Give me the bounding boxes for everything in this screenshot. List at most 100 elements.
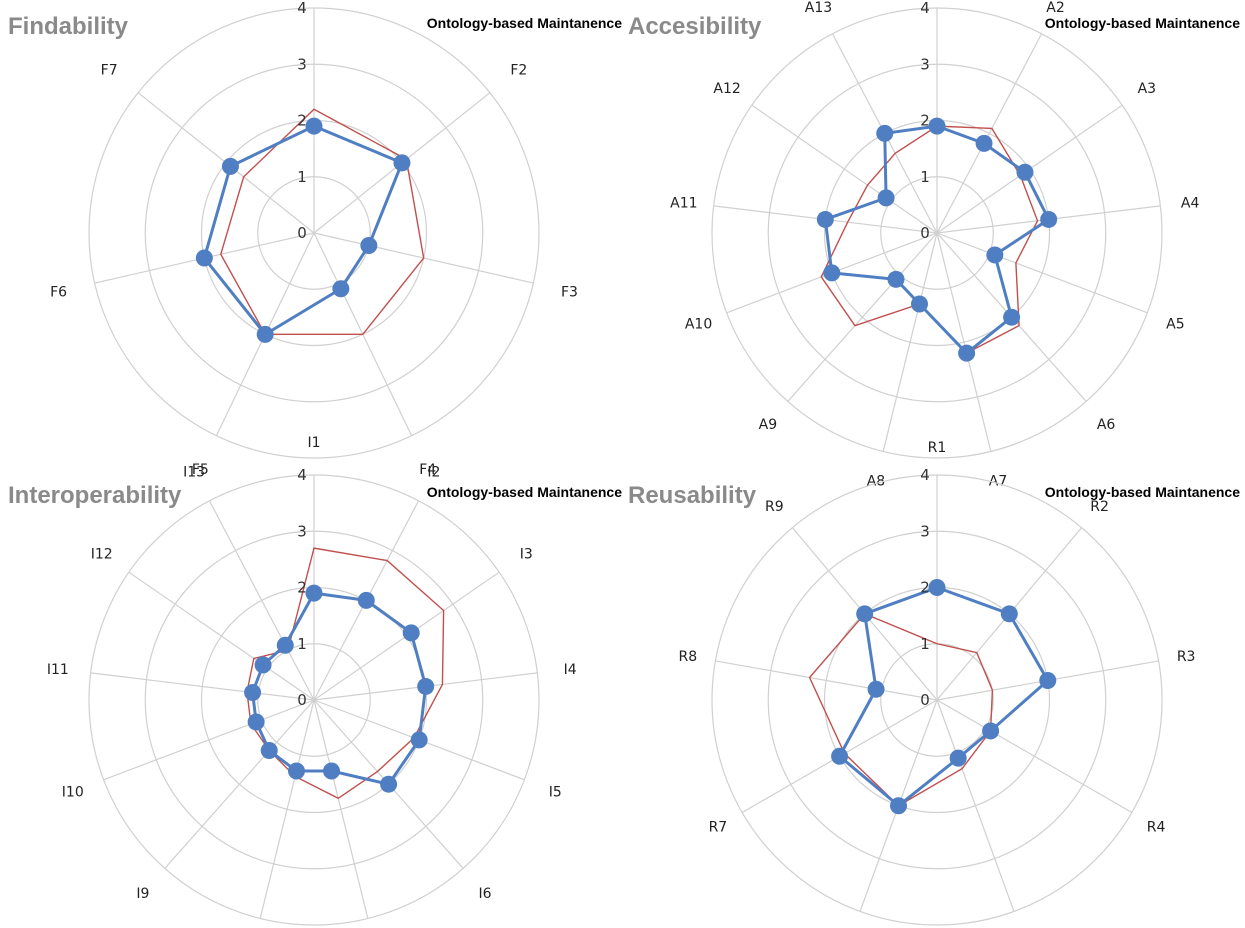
data-point-r7 — [831, 747, 849, 765]
radial-tick-label: 0 — [297, 691, 307, 709]
axis-label-i5: I5 — [549, 784, 562, 800]
grid-spoke — [128, 571, 315, 701]
data-point-a4 — [1040, 210, 1058, 228]
axis-label-r3: R3 — [1177, 649, 1196, 665]
axis-label-r2: R2 — [1090, 499, 1109, 515]
data-point-r5 — [949, 749, 967, 767]
data-point-f3 — [360, 237, 378, 255]
radar-panel-accesibility: 01234A1A2A3A4A5A6A7A8A9A10A11A12A13Acces… — [628, 0, 1240, 490]
radial-tick-label: 4 — [297, 466, 307, 484]
radial-tick-label: 2 — [297, 579, 307, 597]
data-point-a3 — [1016, 163, 1034, 181]
data-point-i10 — [247, 713, 265, 731]
series-line-blue — [838, 586, 1050, 808]
data-point-f2 — [393, 154, 411, 172]
series-line-red — [220, 108, 425, 336]
axis-label-r7: R7 — [709, 820, 728, 836]
data-point-i7 — [322, 762, 340, 780]
axis-label-a11: A11 — [670, 195, 697, 211]
axis-label-a4: A4 — [1181, 195, 1200, 211]
grid-spoke — [103, 699, 315, 781]
data-point-r4 — [982, 722, 1000, 740]
radial-tick-label: 3 — [297, 522, 307, 540]
axis-label-a9: A9 — [759, 417, 777, 433]
axis-label-r4: R4 — [1147, 820, 1166, 836]
legend-label: Ontology-based Maintanence — [427, 15, 622, 31]
grid-spoke — [936, 232, 1148, 314]
legend-label: Ontology-based Maintanence — [1045, 484, 1240, 500]
grid-spoke — [90, 672, 315, 701]
radial-tick-label: 2 — [920, 112, 930, 130]
radial-tick-label: 0 — [920, 691, 930, 709]
axis-label-i2: I2 — [427, 465, 440, 481]
radar-panel-findability: 01234F1F2F3F4F5F6F7FindabilityOntology-b… — [8, 0, 622, 478]
data-point-f4 — [332, 280, 350, 298]
data-point-r8 — [867, 680, 885, 698]
radial-tick-label: 3 — [920, 55, 930, 73]
radial-tick-label: 2 — [297, 112, 307, 130]
radial-tick-label: 1 — [297, 168, 307, 186]
data-point-i12 — [254, 656, 272, 674]
data-point-a7 — [958, 344, 976, 362]
axis-label-i12: I12 — [91, 546, 113, 562]
axis-label-a6: A6 — [1097, 417, 1116, 433]
radial-tick-label: 3 — [920, 522, 930, 540]
axis-label-i11: I11 — [47, 662, 69, 678]
radial-tick-label: 1 — [297, 635, 307, 653]
grid-spoke — [936, 699, 1133, 814]
series-line-red — [808, 612, 994, 807]
data-point-a5 — [986, 246, 1004, 264]
axis-label-f7: F7 — [101, 63, 118, 79]
grid-spoke — [164, 699, 315, 869]
axis-label-a12: A12 — [713, 81, 740, 97]
series-line-red — [246, 547, 445, 800]
grid-spoke — [936, 232, 992, 452]
axis-label-a3: A3 — [1138, 81, 1156, 97]
radar-panel-reusability: 01234R1R2R3R4R5R6R7R8R9ReusabilityOntolo… — [628, 440, 1240, 926]
legend-label: Ontology-based Maintanence — [427, 484, 622, 500]
axis-label-i13: I13 — [183, 465, 205, 481]
data-point-i8 — [288, 762, 306, 780]
data-point-a12 — [877, 189, 895, 207]
data-point-i4 — [417, 677, 435, 695]
grid-spoke — [313, 699, 369, 919]
legend-label: Ontology-based Maintanence — [1045, 15, 1240, 31]
data-point-f1 — [305, 117, 323, 135]
data-point-r9 — [856, 605, 874, 623]
grid-spoke — [936, 699, 1015, 912]
data-point-a13 — [876, 124, 894, 142]
axis-label-f4: F4 — [419, 462, 436, 478]
data-point-i9 — [260, 742, 278, 760]
data-point-a9 — [887, 270, 905, 288]
data-point-a1 — [928, 117, 946, 135]
data-point-i11 — [244, 684, 262, 702]
panel-title: Findability — [8, 13, 129, 40]
axis-label-a2: A2 — [1046, 0, 1064, 16]
data-point-r2 — [1000, 605, 1018, 623]
series-line-blue — [823, 124, 1051, 355]
radial-tick-label: 4 — [297, 0, 307, 17]
panel-title: Reusability — [628, 482, 757, 509]
axis-label-f2: F2 — [510, 63, 527, 79]
axis-label-f5: F5 — [192, 462, 209, 478]
data-point-f6 — [195, 249, 213, 267]
axis-label-i3: I3 — [520, 546, 533, 562]
data-point-i2 — [357, 591, 375, 609]
data-point-a6 — [1003, 308, 1021, 326]
data-point-f7 — [221, 157, 239, 175]
radial-tick-label: 3 — [297, 55, 307, 73]
axis-label-a10: A10 — [685, 316, 712, 332]
grid-spoke — [715, 660, 938, 701]
axis-label-i4: I4 — [564, 662, 577, 678]
data-point-r1 — [928, 579, 946, 596]
axis-label-i6: I6 — [479, 886, 492, 902]
radial-tick-label: 1 — [920, 168, 930, 186]
data-point-i13 — [276, 636, 294, 654]
data-point-r6 — [890, 797, 908, 815]
radial-tick-label: 4 — [920, 0, 930, 17]
radial-tick-label: 0 — [297, 224, 307, 242]
axis-label-f6: F6 — [50, 284, 67, 300]
series-line-blue — [251, 591, 428, 786]
axis-label-i1: I1 — [307, 435, 320, 451]
data-point-i6 — [380, 775, 398, 793]
